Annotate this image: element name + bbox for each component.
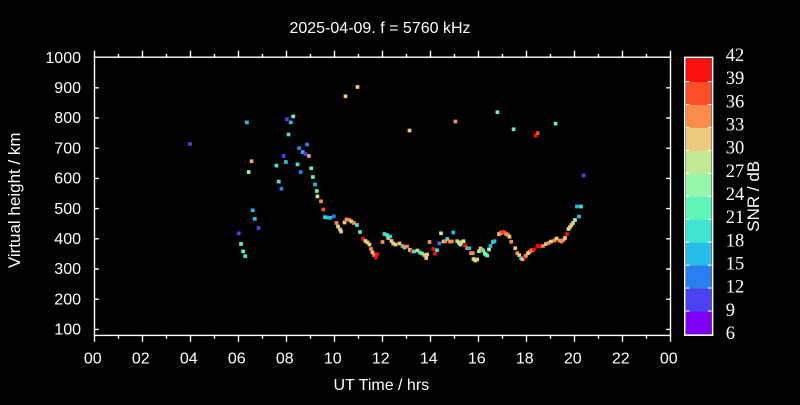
- svg-text:300: 300: [54, 261, 81, 278]
- svg-text:18: 18: [516, 350, 534, 367]
- svg-text:00: 00: [84, 350, 102, 367]
- svg-text:00: 00: [660, 350, 678, 367]
- svg-text:33: 33: [726, 116, 745, 136]
- svg-text:16: 16: [468, 350, 486, 367]
- svg-text:Virtual height / km: Virtual height / km: [5, 132, 24, 268]
- svg-text:1000: 1000: [45, 50, 81, 67]
- svg-text:600: 600: [54, 171, 81, 188]
- svg-text:06: 06: [228, 350, 246, 367]
- svg-text:15: 15: [726, 255, 745, 275]
- svg-text:SNR / dB: SNR / dB: [744, 161, 763, 232]
- svg-text:02: 02: [132, 350, 150, 367]
- svg-text:900: 900: [54, 80, 81, 97]
- svg-text:18: 18: [726, 231, 745, 251]
- svg-text:14: 14: [420, 350, 438, 367]
- svg-text:42: 42: [726, 46, 745, 66]
- svg-text:12: 12: [726, 278, 745, 298]
- svg-text:39: 39: [726, 69, 745, 89]
- svg-text:100: 100: [54, 322, 81, 339]
- svg-text:6: 6: [726, 324, 735, 344]
- svg-text:27: 27: [726, 162, 745, 182]
- svg-text:22: 22: [612, 350, 630, 367]
- svg-text:700: 700: [54, 140, 81, 157]
- svg-text:21: 21: [726, 208, 745, 228]
- svg-text:08: 08: [276, 350, 294, 367]
- svg-text:2025-04-09. f = 5760 kHz: 2025-04-09. f = 5760 kHz: [289, 20, 470, 37]
- svg-text:20: 20: [564, 350, 582, 367]
- svg-text:24: 24: [726, 185, 745, 205]
- svg-text:200: 200: [54, 291, 81, 308]
- svg-text:9: 9: [726, 301, 735, 321]
- svg-text:10: 10: [324, 350, 342, 367]
- svg-text:UT Time / hrs: UT Time / hrs: [333, 377, 429, 394]
- svg-text:36: 36: [726, 92, 745, 112]
- svg-text:800: 800: [54, 110, 81, 127]
- svg-text:12: 12: [372, 350, 390, 367]
- svg-text:500: 500: [54, 201, 81, 218]
- svg-text:400: 400: [54, 231, 81, 248]
- svg-text:04: 04: [180, 350, 198, 367]
- svg-text:30: 30: [726, 139, 745, 159]
